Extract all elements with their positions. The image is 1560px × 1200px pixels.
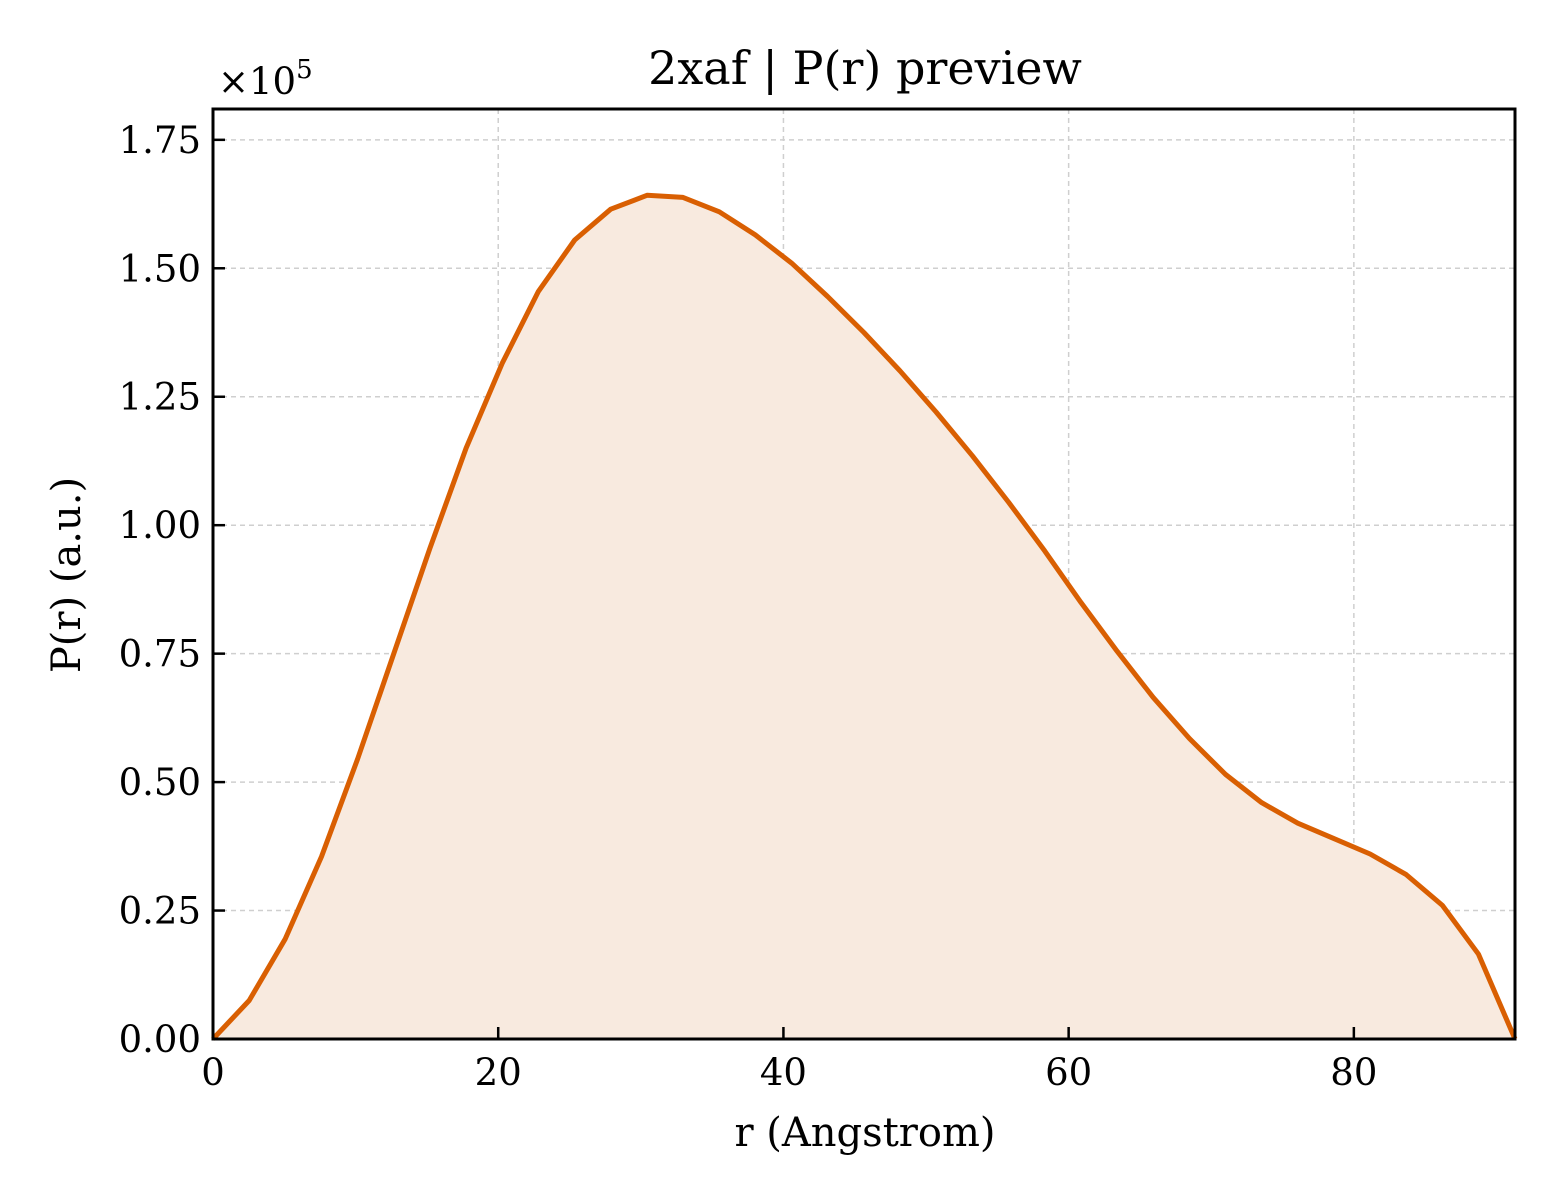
- y-tick-label: 1.25: [119, 376, 201, 419]
- x-tick-label: 60: [1045, 1051, 1092, 1094]
- x-axis-label: r (Angstrom): [734, 1110, 995, 1156]
- series-line: [211, 192, 1518, 1041]
- y-tick-label: 0.75: [119, 633, 201, 676]
- y-tick-label: 1.00: [119, 504, 201, 547]
- y-tick-label: 0.25: [119, 890, 201, 933]
- y-tick-label: 1.50: [119, 247, 201, 290]
- y-tick-label: 0.00: [119, 1018, 201, 1061]
- y-offset-base: ×10: [218, 60, 296, 103]
- x-tick-label: 40: [760, 1051, 807, 1094]
- y-offset-exponent: 5: [296, 55, 313, 85]
- axis-ticks: 0 20 40 60 80 0.00 0.25 0.50 0.75 1.00 1.25 1.50 1.7…: [119, 119, 1378, 1094]
- y-offset-label: ×105: [218, 55, 313, 103]
- plot-frame: [211, 107, 1517, 1041]
- x-tick-label: 20: [475, 1051, 522, 1094]
- x-tick-label: 80: [1330, 1051, 1377, 1094]
- y-axis-label: P(r) (a.u.): [44, 477, 90, 673]
- y-tick-label: 1.75: [119, 119, 201, 162]
- y-tick-label: 0.50: [119, 761, 201, 804]
- x-tick-label: 0: [201, 1051, 225, 1094]
- area-fill: [213, 195, 1515, 1040]
- chart-title: 2xaf | P(r) preview: [648, 41, 1082, 95]
